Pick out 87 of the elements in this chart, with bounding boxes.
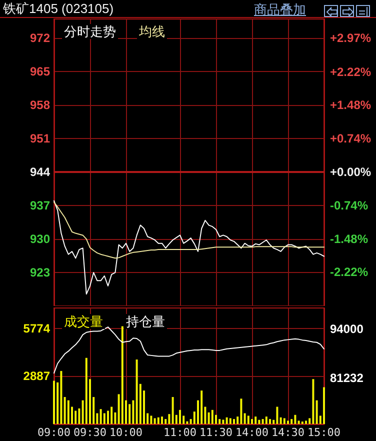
bar bbox=[226, 417, 228, 424]
y2-tick-label: +0.74% bbox=[330, 132, 372, 146]
x-tick-label: 15:00 bbox=[307, 426, 341, 439]
bar bbox=[132, 400, 134, 424]
bar bbox=[74, 410, 77, 424]
x-tick-label: 14:00 bbox=[235, 426, 269, 439]
y-tick-label: 2887 bbox=[23, 369, 50, 384]
y2-tick-label: -2.22% bbox=[330, 265, 368, 280]
bar bbox=[110, 406, 113, 424]
bar bbox=[60, 370, 62, 424]
bar bbox=[298, 420, 300, 424]
y-tick-label: 5774 bbox=[23, 321, 50, 336]
y-tick-label: 958 bbox=[30, 98, 50, 112]
bar bbox=[85, 358, 88, 424]
y-tick-label: 937 bbox=[30, 198, 50, 213]
bar bbox=[67, 400, 70, 424]
text: 均线 bbox=[138, 24, 165, 39]
bar bbox=[294, 414, 296, 424]
bar bbox=[244, 413, 246, 424]
bar bbox=[218, 419, 221, 424]
bar bbox=[240, 398, 242, 424]
bar bbox=[64, 396, 66, 424]
x-tick-label: 11:00 bbox=[163, 426, 197, 439]
bar bbox=[200, 390, 203, 424]
bar bbox=[258, 420, 260, 424]
bar bbox=[305, 420, 307, 424]
x-tick-label: 09:00 bbox=[37, 426, 71, 439]
y-tick-label: 965 bbox=[30, 64, 50, 79]
y2-tick-label: +0.00% bbox=[330, 164, 372, 179]
y2-tick-label: +1.48% bbox=[330, 98, 372, 112]
y2-tick-label: -1.48% bbox=[330, 232, 368, 246]
bar bbox=[283, 418, 286, 424]
chart-title: 铁矿1405 (023105) bbox=[3, 0, 114, 18]
series-label: 成交量 bbox=[64, 314, 103, 329]
bar bbox=[53, 380, 55, 424]
bar bbox=[316, 400, 318, 424]
y-tick-label: 923 bbox=[30, 266, 50, 280]
bar bbox=[222, 420, 224, 424]
bar bbox=[107, 410, 109, 424]
bar bbox=[103, 413, 106, 424]
bar bbox=[280, 417, 282, 424]
bar bbox=[136, 360, 138, 424]
text: 分时走势 bbox=[64, 24, 116, 39]
line-series bbox=[54, 326, 324, 374]
bar bbox=[150, 416, 152, 424]
bar bbox=[323, 387, 325, 424]
bar bbox=[312, 379, 314, 424]
bar bbox=[262, 419, 264, 424]
y-tick-label: 951 bbox=[30, 132, 50, 146]
x-tick-label: 09:30 bbox=[73, 426, 107, 439]
line-series bbox=[54, 200, 324, 295]
bar bbox=[254, 416, 257, 424]
y-tick-label: 972 bbox=[30, 31, 50, 46]
bar bbox=[290, 419, 293, 424]
bar bbox=[233, 419, 235, 424]
y-tick-label: 930 bbox=[30, 232, 50, 246]
x-tick-label: 10:00 bbox=[109, 426, 143, 439]
bar bbox=[265, 416, 268, 424]
bar bbox=[121, 326, 124, 424]
bar bbox=[100, 409, 102, 424]
y2-tick-label: 94000 bbox=[330, 322, 364, 336]
y2-tick-label: +2.97% bbox=[330, 30, 372, 45]
series-label: 持仓量 bbox=[126, 314, 165, 329]
bar bbox=[251, 419, 253, 424]
bar bbox=[247, 416, 250, 424]
y2-tick-label: 81232 bbox=[330, 370, 364, 385]
x-tick-label: 11:30 bbox=[199, 426, 233, 439]
bar bbox=[128, 404, 131, 424]
bar bbox=[157, 417, 160, 424]
bar bbox=[211, 410, 214, 424]
x-tick-label: 14:30 bbox=[271, 426, 305, 439]
y2-tick-label: +2.22% bbox=[330, 64, 372, 79]
bar bbox=[154, 418, 156, 424]
bar bbox=[229, 418, 232, 424]
y-tick-label: 944 bbox=[30, 165, 50, 180]
y2-tick-label: -0.74% bbox=[330, 198, 368, 212]
bar bbox=[269, 419, 271, 424]
bar bbox=[161, 416, 163, 424]
bar bbox=[287, 420, 289, 424]
bar bbox=[179, 410, 181, 424]
bar bbox=[172, 396, 174, 424]
bar bbox=[78, 408, 80, 424]
bar bbox=[276, 406, 278, 424]
bar bbox=[208, 412, 210, 424]
text: 商品叠加 bbox=[254, 1, 306, 19]
line-series bbox=[54, 202, 324, 259]
bar bbox=[168, 414, 170, 424]
